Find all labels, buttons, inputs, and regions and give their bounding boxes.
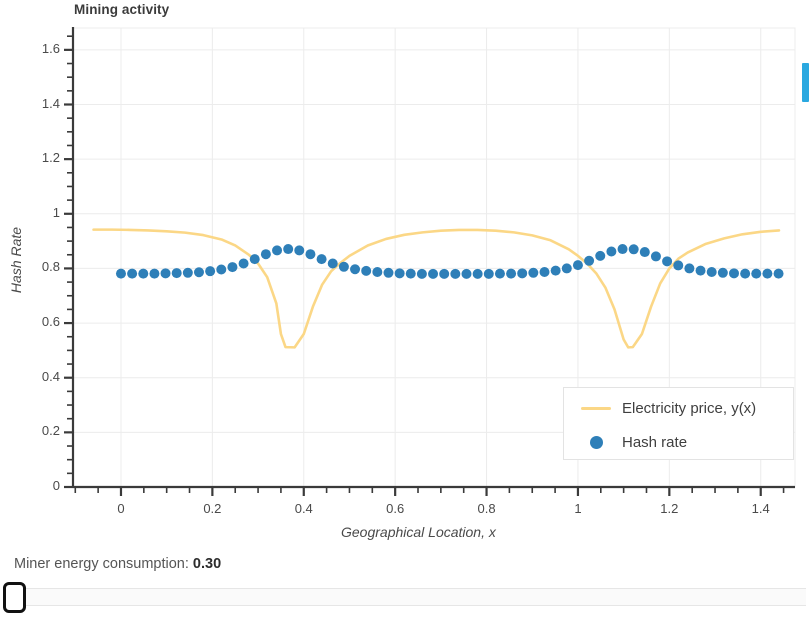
legend-item-electricity-price[interactable]: Electricity price, y(x) <box>564 390 793 426</box>
legend-item-hash-rate[interactable]: Hash rate <box>564 424 793 460</box>
legend-line-swatch <box>570 406 622 410</box>
y-tick-label: 1.2 <box>41 150 60 166</box>
x-tick-label: 1.4 <box>751 501 770 516</box>
slider-label-text: Miner energy consumption: <box>14 556 193 572</box>
legend-label-hash-rate: Hash rate <box>622 433 688 451</box>
y-tick-label: 0.2 <box>41 423 60 439</box>
x-tick-label: 0.2 <box>203 501 222 516</box>
x-tick-label: 0 <box>117 501 125 516</box>
y-tick-label: 1.4 <box>41 95 60 111</box>
chart-plot <box>64 27 796 496</box>
page-title: Mining activity <box>74 2 170 17</box>
slider-track[interactable] <box>6 588 806 606</box>
chart-legend: Electricity price, y(x) Hash rate <box>563 387 794 460</box>
chart-panel: Mining activity 0 0.2 0.4 0.6 0.8 1 1.2 1.4 1.6 … <box>8 0 811 548</box>
vertical-scrollbar[interactable] <box>800 0 811 548</box>
y-tick-label: 1 <box>52 204 60 220</box>
scrollbar-thumb[interactable] <box>802 63 809 102</box>
x-axis-title: Geographical Location, x <box>341 524 496 540</box>
x-tick-label: 1.2 <box>660 501 679 516</box>
legend-label-electricity-price: Electricity price, y(x) <box>622 399 757 417</box>
y-tick-label: 0.6 <box>41 314 60 330</box>
miner-energy-slider-control[interactable]: Miner energy consumption: 0.30 <box>0 548 811 623</box>
x-tick-label: 0.6 <box>386 501 405 516</box>
slider-handle[interactable] <box>3 582 26 613</box>
axis-layer <box>64 27 795 496</box>
x-tick-label: 0.4 <box>294 501 313 516</box>
x-tick-label: 1 <box>574 501 582 516</box>
y-tick-label: 0 <box>52 478 60 493</box>
y-tick-label: 1.6 <box>41 40 60 56</box>
y-tick-label: 0.4 <box>41 368 60 384</box>
y-tick-label: 0.8 <box>41 259 60 275</box>
legend-marker-swatch <box>570 435 622 449</box>
slider-value: 0.30 <box>192 556 222 572</box>
series-layer <box>92 228 784 349</box>
slider-label: Miner energy consumption: 0.30 <box>14 556 221 572</box>
y-axis-title: Hash Rate <box>8 226 25 294</box>
x-tick-label: 0.8 <box>477 501 496 516</box>
